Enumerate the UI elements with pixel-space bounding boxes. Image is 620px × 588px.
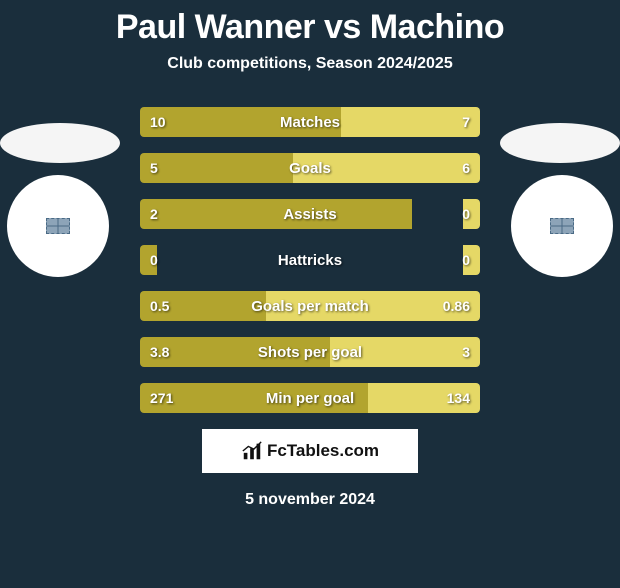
stat-row: 20Assists [140,199,480,229]
avatar-shadow-left [0,123,120,163]
stat-row: 56Goals [140,153,480,183]
stats-container: 107Matches 56Goals 20Assists 00Hattricks 0.5… [140,107,480,413]
stat-row: 0.50.86Goals per match [140,291,480,321]
stat-row: 271134Min per goal [140,383,480,413]
avatar-right [511,175,613,277]
stat-row: 107Matches [140,107,480,137]
flag-placeholder-icon [550,218,574,234]
logo-box: FcTables.com [202,429,418,473]
stat-label: Shots per goal [140,337,480,367]
stat-label: Goals per match [140,291,480,321]
stat-label: Min per goal [140,383,480,413]
stat-label: Assists [140,199,480,229]
logo-text: FcTables.com [267,441,379,461]
avatar-shadow-right [500,123,620,163]
stat-label: Hattricks [140,245,480,275]
stat-row: 00Hattricks [140,245,480,275]
stat-label: Matches [140,107,480,137]
flag-placeholder-icon [46,218,70,234]
chart-icon [241,440,263,462]
subtitle: Club competitions, Season 2024/2025 [0,55,620,73]
date: 5 november 2024 [0,491,620,509]
stat-row: 3.83Shots per goal [140,337,480,367]
stat-label: Goals [140,153,480,183]
page-title: Paul Wanner vs Machino [0,8,620,47]
avatar-left [7,175,109,277]
